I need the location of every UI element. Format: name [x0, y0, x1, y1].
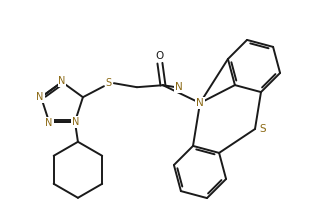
- Text: N: N: [175, 82, 183, 92]
- Text: N: N: [72, 117, 80, 127]
- Text: N: N: [45, 118, 53, 128]
- Text: O: O: [156, 51, 164, 61]
- Text: N: N: [58, 76, 66, 86]
- Text: N: N: [196, 98, 204, 108]
- Text: N: N: [196, 98, 204, 108]
- Text: N: N: [196, 98, 204, 108]
- Text: N: N: [58, 76, 66, 86]
- Text: N: N: [72, 117, 80, 127]
- Text: S: S: [106, 78, 112, 88]
- Text: S: S: [106, 78, 112, 88]
- Text: N: N: [36, 92, 44, 102]
- Text: N: N: [45, 118, 53, 128]
- Text: S: S: [260, 124, 266, 134]
- Text: N: N: [36, 92, 44, 102]
- Text: S: S: [260, 124, 266, 134]
- Text: O: O: [156, 51, 164, 61]
